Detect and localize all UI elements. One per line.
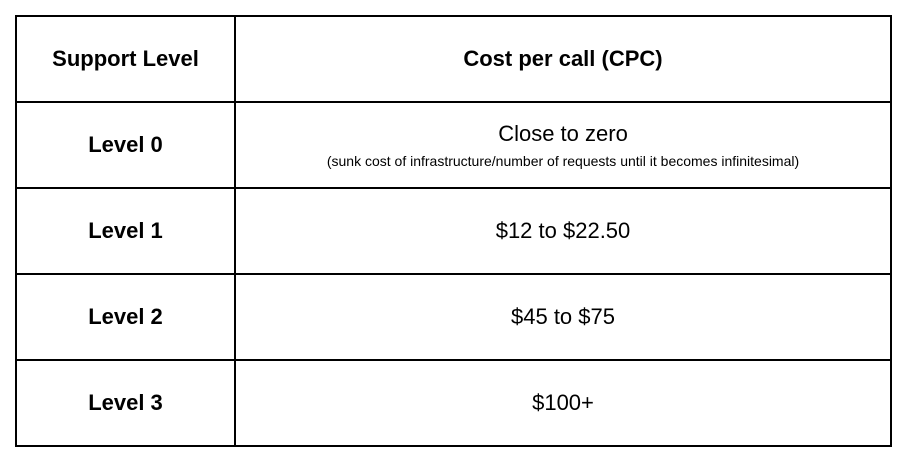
cost-cell: $45 to $75 (234, 273, 892, 361)
cost-cell: $100+ (234, 359, 892, 447)
cost-cell: $12 to $22.50 (234, 187, 892, 275)
table-row: Level 1 $12 to $22.50 (15, 187, 892, 275)
table-row: Level 3 $100+ (15, 359, 892, 447)
header-support-level: Support Level (15, 15, 236, 103)
cost-value: Close to zero (498, 121, 628, 146)
level-cell: Level 2 (15, 273, 236, 361)
support-cost-table: Support Level Cost per call (CPC) Level … (15, 15, 892, 447)
header-row: Support Level Cost per call (CPC) (15, 15, 892, 103)
table-row: Level 2 $45 to $75 (15, 273, 892, 361)
header-cost-per-call: Cost per call (CPC) (234, 15, 892, 103)
level-cell: Level 1 (15, 187, 236, 275)
cost-cell: Close to zero (sunk cost of infrastructu… (234, 101, 892, 189)
table-row: Level 0 Close to zero (sunk cost of infr… (15, 101, 892, 189)
level-cell: Level 3 (15, 359, 236, 447)
cost-note: (sunk cost of infrastructure/number of r… (326, 153, 800, 169)
level-cell: Level 0 (15, 101, 236, 189)
